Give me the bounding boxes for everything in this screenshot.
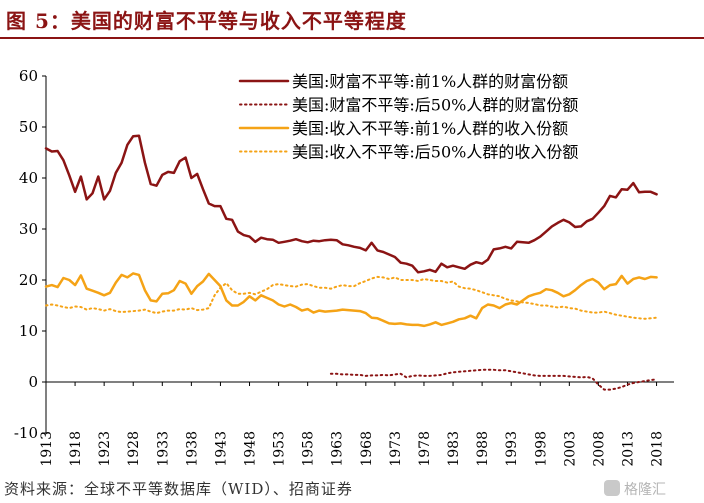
chart-legend: 美国:财富不平等:前1%人群的财富份额美国:财富不平等:后50%人群的财富份额美…: [238, 72, 578, 162]
y-tick-label: 40: [19, 169, 38, 187]
x-tick-label: 1958: [301, 431, 317, 467]
x-tick-label: 2018: [650, 431, 666, 467]
x-tick-label: 1938: [184, 431, 200, 467]
figure-header: 图 5：美国的财富不平等与收入不平等程度: [0, 0, 704, 39]
y-tick-label: -10: [14, 424, 38, 442]
y-tick-label: 20: [19, 271, 38, 289]
x-tick-label: 1993: [504, 431, 520, 467]
chart-axes: -10 0 10 20 30 40 50 60 1913 1918 1923 1928 1933 1938…: [14, 67, 674, 467]
x-tick-label: 1928: [126, 431, 142, 467]
watermark-text: 格隆汇: [624, 482, 666, 498]
y-tick-label: 30: [19, 220, 38, 238]
y-tick-label: 50: [19, 118, 38, 136]
x-tick-label: 1978: [417, 431, 433, 467]
x-tick-label: 1948: [243, 431, 259, 467]
series-line-3: [44, 272, 658, 328]
x-tick-label: 2013: [620, 431, 636, 467]
x-tick-label: 1988: [475, 431, 491, 467]
x-tick-label: 1933: [155, 431, 171, 467]
x-tick-label: 1913: [39, 431, 55, 467]
x-tick-label: 1943: [213, 431, 229, 467]
watermark-logo-icon: [604, 480, 620, 496]
legend-label-2: 美国:财富不平等:后50%人群的财富份额: [292, 96, 578, 115]
figure-title: 图 5：美国的财富不平等与收入不平等程度: [6, 9, 407, 33]
line-chart: -10 0 10 20 30 40 50 60 1913 1918 1923 1928 1933 1938…: [14, 67, 674, 467]
x-tick-label: 1953: [272, 431, 288, 467]
source-note: 资料来源：全球不平等数据库（WID）、招商证券: [4, 480, 353, 498]
x-tick-label: 1963: [330, 431, 346, 467]
y-tick-label: 10: [19, 322, 38, 340]
watermark: 格隆汇: [604, 478, 700, 498]
x-tick-label: 2003: [562, 431, 578, 467]
x-tick-label: 1983: [446, 431, 462, 467]
x-tick-label: 1918: [68, 431, 84, 467]
legend-label-1: 美国:财富不平等:前1%人群的财富份额: [292, 72, 568, 91]
x-tick-label: 1923: [97, 431, 113, 467]
legend-label-4: 美国:收入不平等:后50%人群的收入份额: [292, 143, 578, 162]
y-tick-label: 0: [28, 373, 38, 391]
title-rule: [0, 37, 704, 39]
y-tick-label: 60: [19, 67, 38, 85]
series-line-2: [329, 368, 658, 391]
x-tick-label: 2008: [591, 431, 607, 467]
x-tick-label: 1968: [359, 431, 375, 467]
series-line-4: [45, 275, 658, 320]
series-layer: [44, 134, 658, 391]
x-tick-label: 1998: [533, 431, 549, 467]
legend-label-3: 美国:收入不平等:前1%人群的收入份额: [292, 119, 568, 138]
series-line-1: [44, 134, 658, 274]
x-tick-label: 1973: [388, 431, 404, 467]
